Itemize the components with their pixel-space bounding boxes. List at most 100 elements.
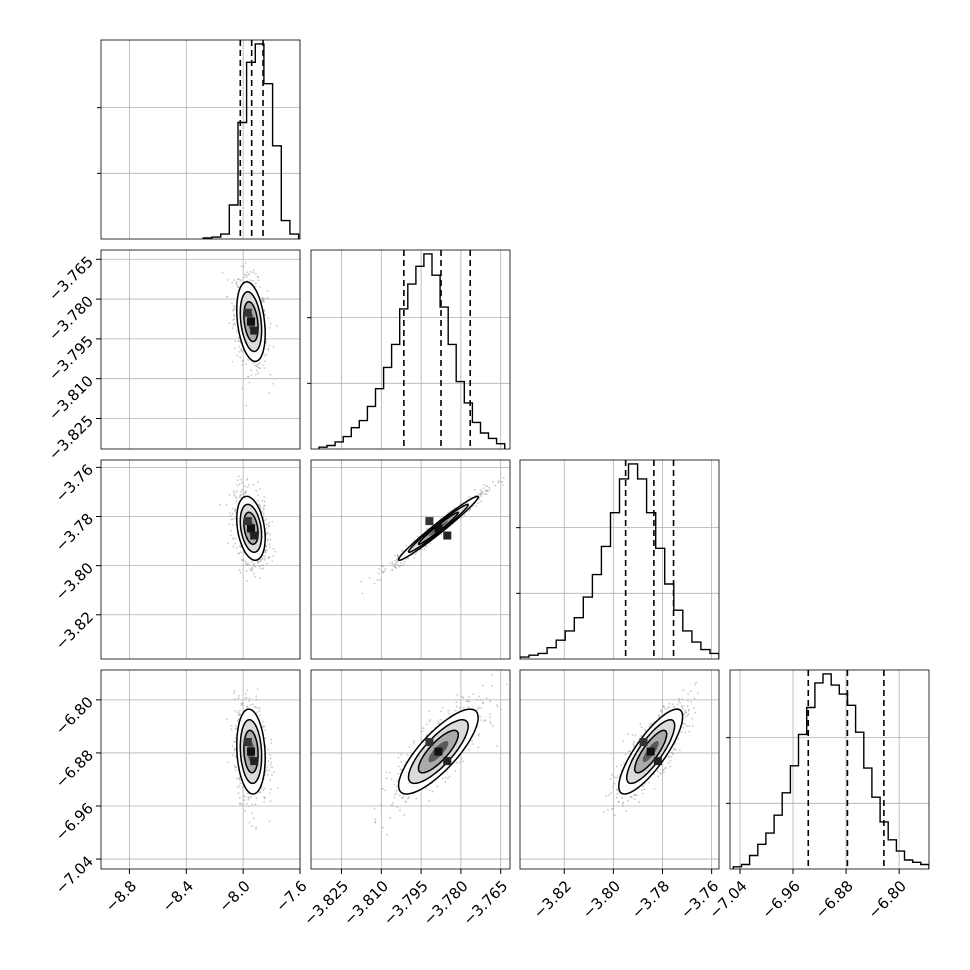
- scatter-point: [233, 490, 235, 492]
- scatter-point: [252, 817, 255, 820]
- scatter-point: [670, 755, 673, 758]
- scatter-point: [245, 570, 248, 573]
- scatter-point: [239, 571, 242, 574]
- scatter-point: [232, 308, 235, 310]
- scatter-point: [394, 565, 397, 567]
- scatter-point: [633, 798, 636, 801]
- scatter-point: [263, 297, 265, 300]
- scatter-point: [686, 714, 689, 716]
- scatter-point: [395, 792, 398, 795]
- scatter-point: [269, 757, 272, 760]
- scatter-point: [263, 801, 265, 803]
- scatter-point: [678, 749, 681, 751]
- scatter-point: [477, 492, 480, 495]
- scatter-point: [249, 279, 252, 281]
- scatter-point: [502, 477, 505, 479]
- scatter-point: [399, 809, 401, 812]
- density-cell: [443, 757, 452, 766]
- scatter-point: [235, 497, 238, 500]
- x-tick-label: −3.80: [579, 877, 624, 922]
- density-cell: [425, 738, 434, 746]
- scatter-panel-3-2: [519, 669, 720, 870]
- scatter-point: [242, 794, 245, 797]
- scatter-point: [694, 683, 696, 686]
- histogram-panel-0: [97, 39, 301, 240]
- scatter-point: [248, 797, 251, 799]
- scatter-point: [245, 363, 247, 365]
- scatter-point: [391, 561, 394, 564]
- scatter-point: [252, 269, 255, 272]
- density-cell: [434, 747, 443, 756]
- scatter-point: [640, 735, 642, 737]
- scatter-point: [240, 803, 243, 806]
- scatter-point: [623, 762, 625, 765]
- scatter-point: [674, 748, 677, 751]
- scatter-point: [247, 798, 250, 801]
- scatter-point: [393, 783, 396, 786]
- density-cell: [243, 738, 252, 746]
- scatter-point: [479, 488, 482, 491]
- x-tick-label: −3.765: [459, 877, 511, 929]
- scatter-point: [240, 478, 243, 481]
- scatter-point: [226, 279, 229, 281]
- scatter-point: [695, 681, 698, 684]
- scatter-point: [380, 788, 383, 790]
- scatter-point: [405, 544, 408, 547]
- scatter-point: [252, 564, 255, 567]
- scatter-point: [361, 592, 364, 595]
- scatter-point: [263, 500, 266, 503]
- scatter-point: [266, 531, 269, 534]
- scatter-point: [664, 767, 667, 770]
- y-tick-label: −3.80: [52, 559, 97, 604]
- scatter-point: [235, 282, 238, 285]
- scatter-point: [272, 555, 275, 557]
- scatter-point: [233, 709, 236, 712]
- scatter-point: [238, 712, 240, 714]
- scatter-point: [607, 809, 609, 811]
- scatter-point: [235, 281, 238, 283]
- scatter-point: [608, 794, 610, 797]
- scatter-point: [638, 801, 640, 804]
- scatter-point: [236, 719, 239, 722]
- scatter-point: [258, 791, 261, 794]
- scatter-point: [268, 524, 270, 527]
- scatter-point: [377, 572, 380, 575]
- scatter-point: [245, 562, 248, 565]
- scatter-point: [250, 369, 253, 371]
- scatter-point: [616, 776, 619, 779]
- scatter-point: [233, 347, 236, 350]
- scatter-point: [694, 711, 696, 714]
- scatter-point: [269, 373, 272, 376]
- scatter-point: [272, 382, 275, 385]
- scatter-point: [248, 484, 250, 486]
- scatter-point: [436, 785, 439, 788]
- scatter-point: [492, 725, 494, 727]
- scatter-point: [262, 564, 264, 566]
- scatter-point: [610, 792, 612, 795]
- scatter-point: [245, 696, 248, 699]
- scatter-point: [262, 725, 265, 728]
- scatter-point: [461, 695, 463, 698]
- histogram-panel-1: [307, 249, 511, 450]
- scatter-point: [252, 279, 255, 282]
- scatter-point: [269, 800, 272, 803]
- scatter-point: [485, 485, 488, 488]
- scatter-point: [605, 794, 608, 797]
- scatter-point: [253, 705, 256, 708]
- scatter-point: [399, 562, 402, 564]
- scatter-point: [254, 565, 257, 568]
- y-tick-label: −3.82: [52, 608, 97, 653]
- scatter-point: [415, 797, 418, 800]
- density-cell: [243, 308, 252, 317]
- scatter-point: [394, 554, 396, 557]
- scatter-point: [271, 774, 273, 777]
- scatter-point: [243, 265, 245, 268]
- scatter-point: [399, 768, 402, 771]
- scatter-point: [263, 725, 266, 728]
- scatter-point: [381, 570, 384, 573]
- scatter-point: [260, 787, 263, 789]
- scatter-point: [266, 766, 269, 769]
- density-cell: [250, 531, 259, 540]
- scatter-point: [642, 785, 644, 788]
- scatter-point: [677, 737, 680, 740]
